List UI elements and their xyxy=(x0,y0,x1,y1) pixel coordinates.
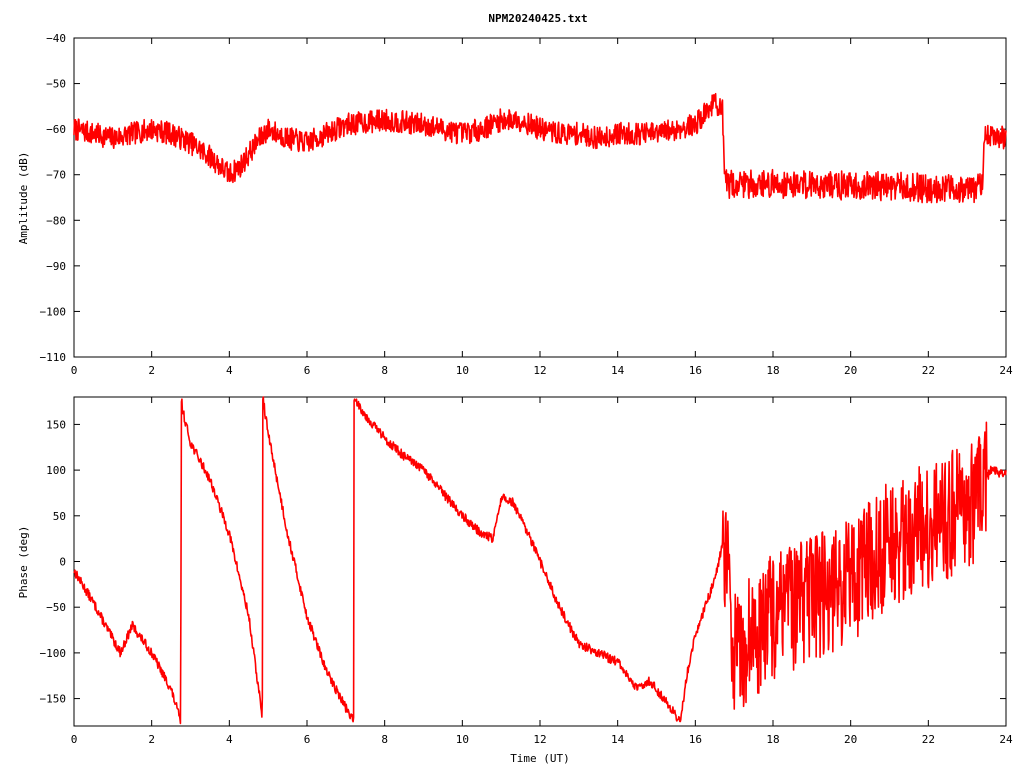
amplitude-panel: 0 2 4 6 8 10 12 14 16 18 20 22 24−110−100−90−80−70−6… xyxy=(17,32,1013,377)
amplitude-y-tick-label: −50 xyxy=(46,78,66,91)
amplitude-y-tick-label: −80 xyxy=(46,214,66,227)
chart-title: NPM20240425.txt xyxy=(488,12,587,25)
phase-x-tick-label: 8 xyxy=(381,733,388,746)
amplitude-series-line xyxy=(73,92,1007,204)
amplitude-y-tick-label: −90 xyxy=(46,260,66,273)
phase-series-line xyxy=(73,396,1007,725)
phase-axis-ticks: 0 2 4 6 8 10 12 14 16 18 20 22 24−150−100−5005010015… xyxy=(40,397,1013,746)
amplitude-x-tick-label: 24 xyxy=(999,364,1013,377)
phase-y-tick-label: 150 xyxy=(46,418,66,431)
amplitude-x-tick-label: 8 xyxy=(381,364,388,377)
phase-x-tick-label: 24 xyxy=(999,733,1013,746)
phase-panel: 0 2 4 6 8 10 12 14 16 18 20 22 24−150−100−5005010015… xyxy=(17,396,1013,765)
phase-x-tick-label: 18 xyxy=(766,733,779,746)
phase-x-tick-label: 6 xyxy=(304,733,311,746)
phase-x-tick-label: 2 xyxy=(148,733,155,746)
amplitude-x-tick-label: 2 xyxy=(148,364,155,377)
amplitude-x-tick-label: 14 xyxy=(611,364,625,377)
amplitude-y-tick-label: −110 xyxy=(40,351,67,364)
phase-x-tick-label: 16 xyxy=(689,733,702,746)
phase-x-tick-label: 14 xyxy=(611,733,625,746)
amplitude-x-tick-label: 10 xyxy=(456,364,469,377)
amplitude-x-tick-label: 20 xyxy=(844,364,857,377)
phase-y-tick-label: −50 xyxy=(46,601,66,614)
amplitude-y-tick-label: −60 xyxy=(46,123,66,136)
amplitude-x-tick-label: 12 xyxy=(533,364,546,377)
phase-y-axis-label: Phase (deg) xyxy=(17,526,30,599)
amplitude-y-tick-label: −40 xyxy=(46,32,66,45)
amplitude-x-tick-label: 16 xyxy=(689,364,702,377)
amplitude-x-tick-label: 22 xyxy=(922,364,935,377)
amplitude-x-tick-label: 0 xyxy=(71,364,78,377)
amplitude-axis-ticks: 0 2 4 6 8 10 12 14 16 18 20 22 24−110−100−90−80−70−6… xyxy=(40,32,1013,377)
phase-x-tick-label: 12 xyxy=(533,733,546,746)
phase-y-tick-label: −100 xyxy=(40,647,67,660)
phase-x-tick-label: 4 xyxy=(226,733,233,746)
amplitude-x-tick-label: 6 xyxy=(304,364,311,377)
phase-y-tick-label: −150 xyxy=(40,693,67,706)
time-x-axis-label: Time (UT) xyxy=(510,752,570,765)
phase-y-tick-label: 0 xyxy=(59,556,66,569)
amplitude-y-tick-label: −70 xyxy=(46,169,66,182)
phase-trace xyxy=(73,396,1007,725)
amplitude-y-tick-label: −100 xyxy=(40,305,67,318)
phase-y-tick-label: 50 xyxy=(53,510,66,523)
amplitude-trace xyxy=(73,92,1007,204)
amplitude-x-tick-label: 18 xyxy=(766,364,779,377)
amplitude-plot-frame xyxy=(73,37,1007,358)
amplitude-y-axis-label: Amplitude (dB) xyxy=(17,152,30,245)
amplitude-x-tick-label: 4 xyxy=(226,364,233,377)
phase-x-tick-label: 10 xyxy=(456,733,469,746)
phase-x-tick-label: 20 xyxy=(844,733,857,746)
phase-x-tick-label: 0 xyxy=(71,733,78,746)
phase-x-tick-label: 22 xyxy=(922,733,935,746)
phase-y-tick-label: 100 xyxy=(46,464,66,477)
